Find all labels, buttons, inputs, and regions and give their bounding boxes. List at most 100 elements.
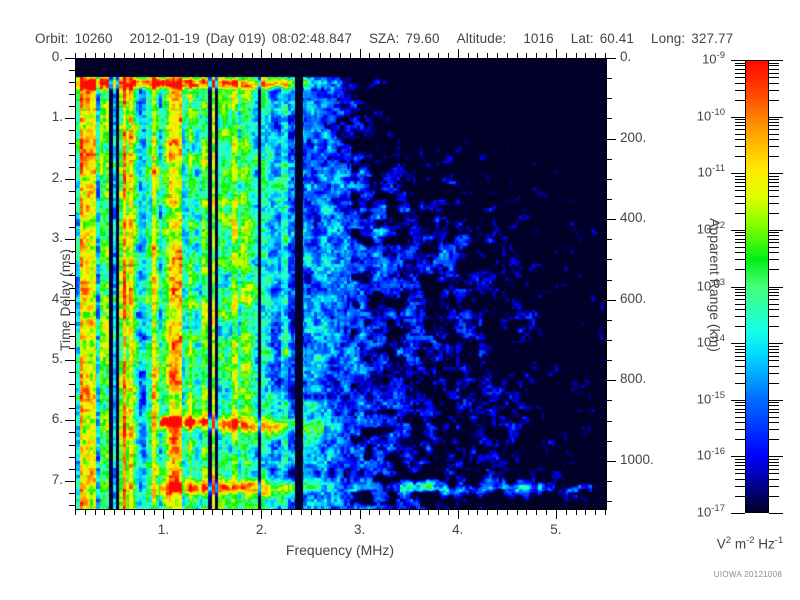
x-axis-top-minor-tick [467,53,469,58]
x-axis-top-minor-tick [153,53,155,58]
colorbar-minor-tick [735,382,745,384]
colorbar-minor-tick [735,405,745,407]
y-axis-left-tick-label: 2. [51,169,63,185]
colorbar-tick-exponent: -14 [711,333,725,345]
colorbar-tick-mantissa: 10 [702,51,717,67]
y-axis-right-minor-tick [606,98,612,100]
y-axis-right-minor-tick [606,118,612,120]
colorbar-minor-tick [735,125,745,127]
colorbar-minor-tick [769,485,779,487]
colorbar-major-tick [769,116,783,118]
y-axis-right-minor-tick [606,259,612,261]
colorbar-minor-tick [769,82,779,84]
colorbar-minor-tick [735,77,745,79]
x-axis-top-minor-tick [192,53,194,58]
colorbar-minor-tick [735,139,745,141]
y-axis-left-minor-tick [69,106,75,108]
colorbar-minor-tick [735,82,745,84]
colorbar-minor-tick [735,242,745,244]
colorbar-minor-tick [735,360,745,362]
x-axis-minor-tick [330,509,332,515]
y-axis-right-tick-label: 800. [620,371,647,387]
day-of-year: (Day 019) [205,31,266,46]
orbit-label: Orbit: [35,31,69,46]
y-axis-right-minor-tick [606,481,612,482]
colorbar-minor-tick [735,468,745,470]
colorbar-minor-tick [735,348,745,350]
colorbar-minor-tick [769,269,779,271]
units-v-exponent: 2 [725,535,732,546]
colorbar-minor-tick [769,156,779,158]
colorbar-minor-tick [769,182,779,184]
x-axis-top-minor-tick [241,53,243,58]
colorbar-minor-tick [769,139,779,141]
y-axis-left-minor-tick [69,432,75,434]
colorbar-minor-tick [769,408,779,410]
colorbar-minor-tick [735,259,745,261]
y-axis-right-major-tick [606,299,616,301]
y-axis-left-minor-tick [69,263,75,265]
colorbar-major-tick [731,399,745,401]
x-axis-minor-tick [281,509,283,515]
colorbar-minor-tick [735,478,745,480]
x-axis-top-minor-tick [536,53,538,58]
x-axis-top-minor-tick [173,53,175,58]
x-axis-minor-tick [516,509,518,515]
colorbar-minor-tick [735,309,745,311]
x-axis-minor-tick [526,509,528,515]
x-axis-top-minor-tick [202,53,204,58]
y-axis-right-minor-tick [606,178,612,180]
observation-time: 08:02:48.847 [271,31,352,46]
x-axis-tick-label: 1. [157,522,169,537]
colorbar-major-tick [731,456,745,458]
colorbar-minor-tick [735,473,745,475]
colorbar-minor-tick [735,303,745,305]
colorbar-minor-tick [769,468,779,470]
x-axis-top-minor-tick [124,53,126,58]
x-axis-top-major-tick [359,49,361,58]
colorbar-minor-tick [769,133,779,135]
colorbar-major-tick [769,456,783,458]
x-axis-top-minor-tick [281,53,283,58]
x-axis-minor-tick [408,509,410,515]
x-axis-minor-tick [133,509,135,515]
x-axis-tick-label: 5. [550,522,562,537]
x-axis-minor-tick [75,509,76,515]
x-axis-top-minor-tick [516,53,518,58]
colorbar-minor-tick [735,289,745,291]
x-axis-minor-tick [143,509,145,515]
colorbar-minor-tick [735,299,745,301]
x-axis-top-minor-tick [251,53,253,58]
x-axis-top-minor-tick [379,53,381,58]
colorbar-minor-tick [735,156,745,158]
x-axis-top-minor-tick [546,53,548,58]
y-axis-right-minor-tick [606,199,612,200]
colorbar-minor-tick [769,72,779,74]
x-axis-top-minor-tick [447,53,449,58]
y-axis-left-minor-tick [69,275,75,277]
observation-date: 2012-01-19 [129,31,200,46]
colorbar-minor-tick [769,439,779,441]
colorbar-minor-tick [769,405,779,407]
x-axis-minor-tick [565,509,567,515]
x-axis-minor-tick [104,509,106,515]
x-axis-top-minor-tick [320,53,322,58]
colorbar-minor-tick [769,89,779,91]
x-axis-top-minor-tick [330,53,332,58]
x-axis-top-minor-tick [300,53,302,58]
colorbar-minor-tick [769,246,779,248]
colorbar-minor-tick [735,133,745,135]
y-axis-left-major-tick [65,360,75,361]
colorbar-minor-tick [735,72,745,74]
colorbar-major-tick [731,513,745,514]
colorbar-major-tick [769,399,783,401]
latitude-label: Lat: [570,31,594,46]
colorbar-major-tick [769,343,783,345]
x-axis-top-minor-tick [487,53,489,58]
y-axis-left-title: Time Delay (ms) [57,248,74,352]
y-axis-left-tick-label: 0. [51,49,63,64]
colorbar-minor-tick [769,365,779,367]
y-axis-left-minor-tick [69,396,75,398]
y-axis-left-minor-tick [69,215,75,217]
colorbar-minor-tick [769,99,779,101]
